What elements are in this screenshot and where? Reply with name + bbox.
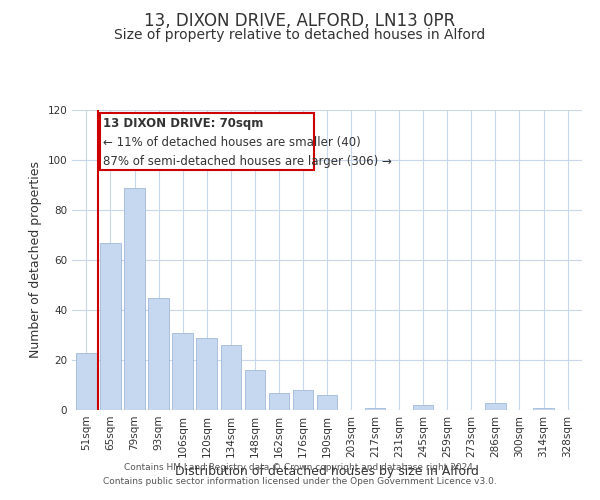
Bar [365, 408, 385, 410]
Bar [245, 370, 265, 410]
Bar [317, 395, 337, 410]
Text: 87% of semi-detached houses are larger (306) →: 87% of semi-detached houses are larger (… [103, 155, 392, 168]
Bar [413, 405, 433, 410]
Bar [485, 402, 506, 410]
Y-axis label: Number of detached properties: Number of detached properties [29, 162, 42, 358]
Text: ← 11% of detached houses are smaller (40): ← 11% of detached houses are smaller (40… [103, 136, 361, 149]
Bar [533, 408, 554, 410]
Bar [76, 352, 97, 410]
Text: Contains HM Land Registry data © Crown copyright and database right 2024.: Contains HM Land Registry data © Crown c… [124, 464, 476, 472]
Bar [124, 188, 145, 410]
Bar [221, 345, 241, 410]
Bar [196, 338, 217, 410]
Bar [269, 392, 289, 410]
Text: 13 DIXON DRIVE: 70sqm: 13 DIXON DRIVE: 70sqm [103, 117, 263, 130]
Text: Contains public sector information licensed under the Open Government Licence v3: Contains public sector information licen… [103, 477, 497, 486]
Bar [293, 390, 313, 410]
Bar [172, 332, 193, 410]
Text: Size of property relative to detached houses in Alford: Size of property relative to detached ho… [115, 28, 485, 42]
X-axis label: Distribution of detached houses by size in Alford: Distribution of detached houses by size … [175, 466, 479, 478]
Text: 13, DIXON DRIVE, ALFORD, LN13 0PR: 13, DIXON DRIVE, ALFORD, LN13 0PR [145, 12, 455, 30]
FancyBboxPatch shape [100, 112, 314, 170]
Bar [148, 298, 169, 410]
Bar [100, 242, 121, 410]
